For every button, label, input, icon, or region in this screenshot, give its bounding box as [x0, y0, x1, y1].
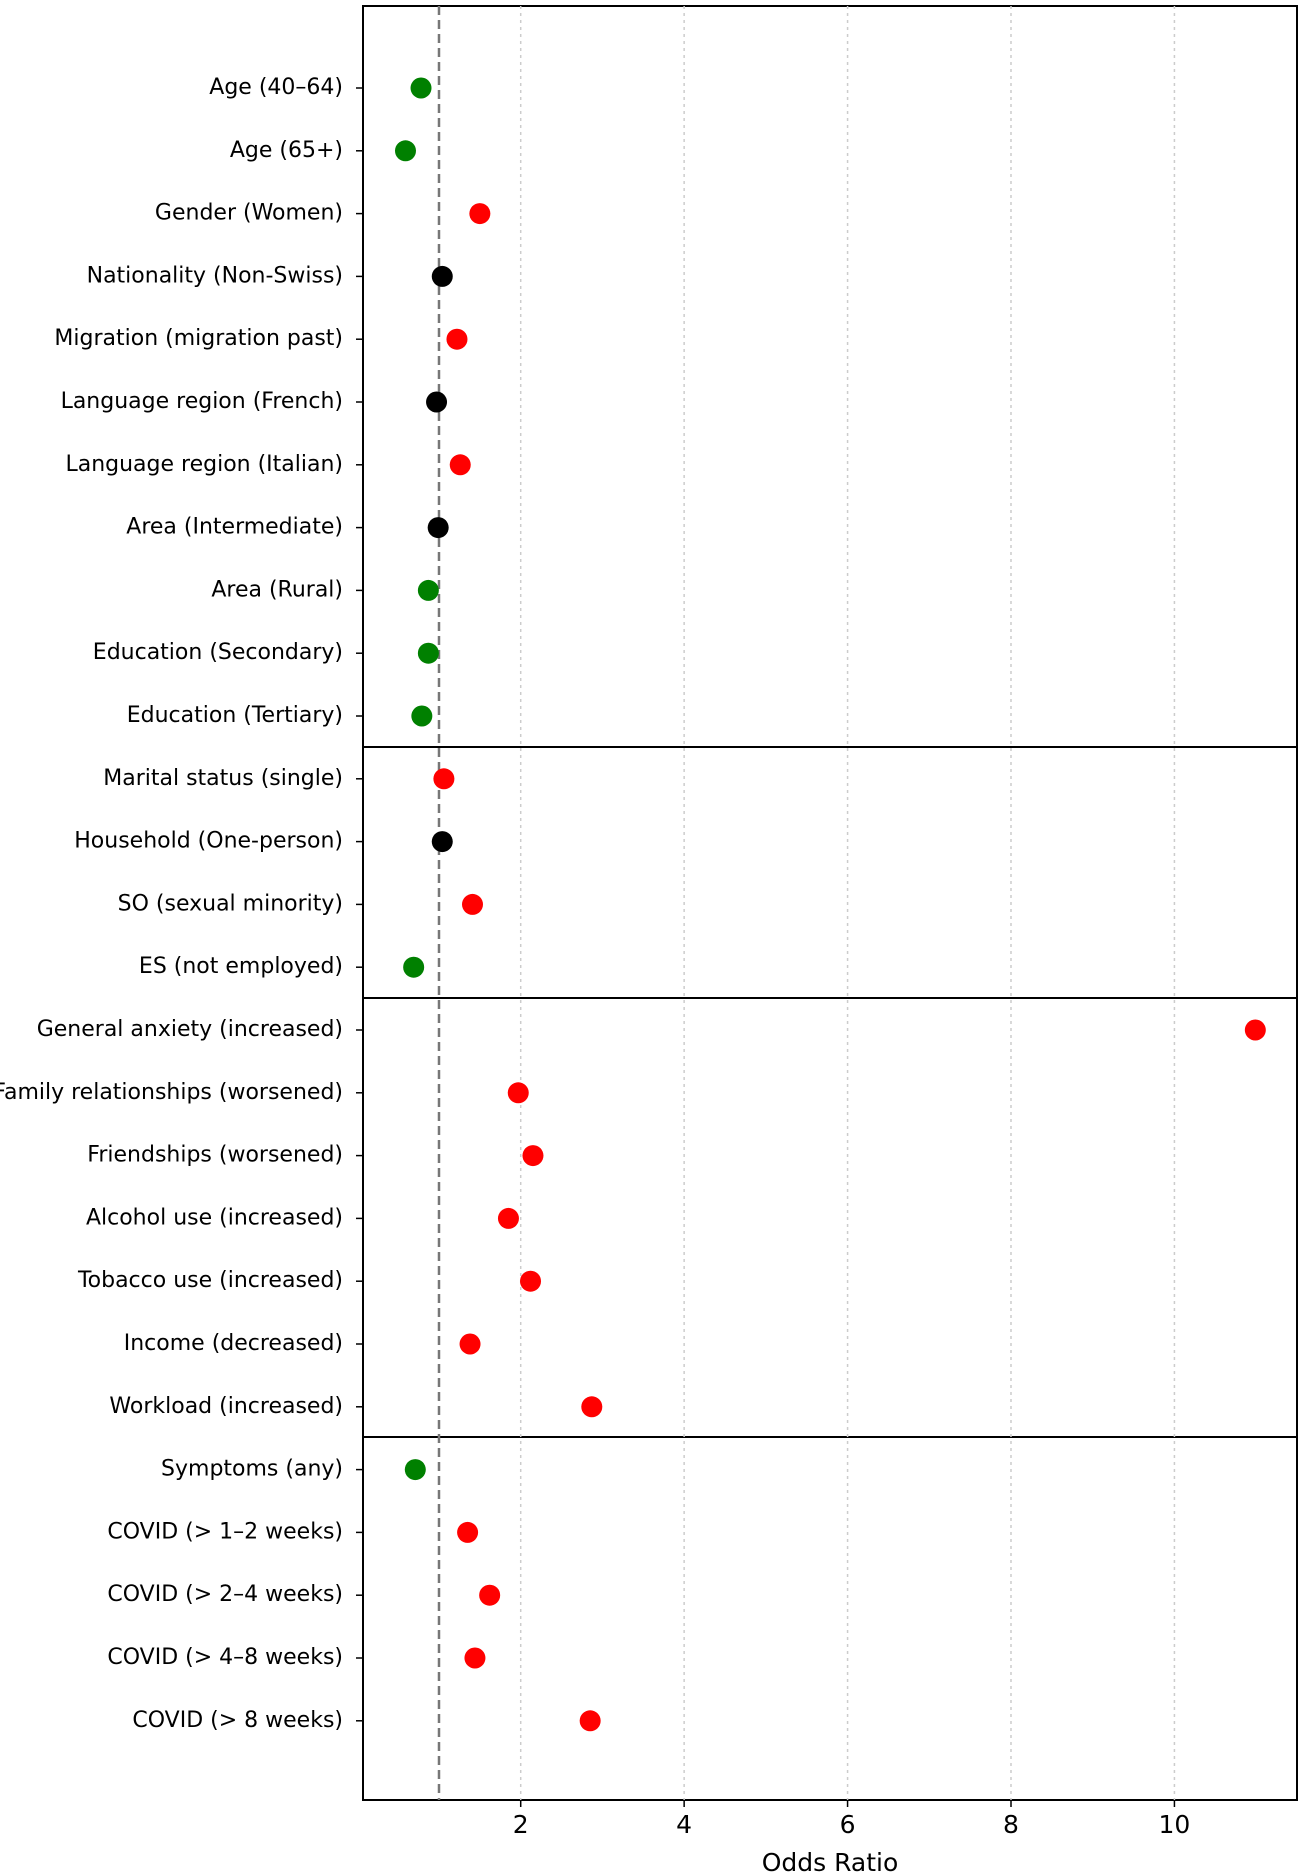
point: [403, 956, 425, 978]
point: [579, 1710, 601, 1732]
point: [431, 265, 453, 287]
point: [394, 140, 416, 162]
point: [446, 328, 468, 350]
point: [431, 831, 453, 853]
y-tick-label: COVID (> 1–2 weeks): [107, 1519, 343, 1544]
y-tick-label: Language region (French): [61, 389, 343, 414]
point: [464, 1647, 486, 1669]
y-tick-label: Gender (Women): [155, 201, 343, 226]
point: [417, 579, 439, 601]
y-tick-label: Area (Rural): [211, 577, 343, 602]
x-tick-label: 10: [1159, 1810, 1191, 1839]
point: [581, 1396, 603, 1418]
y-tick-label: Language region (Italian): [65, 452, 343, 477]
y-tick-label: COVID (> 8 weeks): [132, 1708, 343, 1733]
y-tick-label: Symptoms (any): [161, 1457, 343, 1482]
point: [433, 768, 455, 790]
y-tick-label: COVID (> 2–4 weeks): [107, 1582, 343, 1607]
point: [404, 1459, 426, 1481]
point: [426, 391, 448, 413]
x-tick-label: 8: [1003, 1810, 1019, 1839]
x-tick-label: 2: [513, 1810, 529, 1839]
point: [461, 893, 483, 915]
point: [427, 517, 449, 539]
point: [507, 1082, 529, 1104]
point: [417, 642, 439, 664]
y-tick-label: Household (One-person): [74, 829, 343, 854]
x-axis-label: Odds Ratio: [762, 1848, 899, 1876]
point: [449, 454, 471, 476]
y-tick-label: Tobacco use (increased): [77, 1268, 343, 1293]
y-tick-label: Marital status (single): [103, 766, 343, 791]
y-tick-label: Alcohol use (increased): [86, 1205, 343, 1230]
point: [1244, 1019, 1266, 1041]
y-tick-label: ES (not employed): [139, 954, 343, 979]
y-tick-label: SO (sexual minority): [118, 891, 343, 916]
point: [459, 1333, 481, 1355]
y-tick-label: Education (Secondary): [93, 640, 343, 665]
point: [522, 1145, 544, 1167]
y-tick-label: General anxiety (increased): [37, 1017, 343, 1042]
y-tick-label: Friendships (worsened): [87, 1143, 343, 1168]
y-tick-label: Age (65+): [230, 138, 343, 163]
point: [497, 1207, 519, 1229]
point: [479, 1584, 501, 1606]
y-tick-label: COVID (> 4–8 weeks): [107, 1645, 343, 1670]
point: [411, 705, 433, 727]
plot-frame: [362, 5, 1298, 1801]
y-tick-label: Family relationships (worsened): [0, 1080, 343, 1105]
y-tick-label: Area (Intermediate): [126, 515, 343, 540]
point: [520, 1270, 542, 1292]
y-tick-label: Nationality (Non-Swiss): [87, 263, 343, 288]
y-tick-label: Migration (migration past): [54, 326, 343, 351]
x-tick-label: 4: [676, 1810, 692, 1839]
y-tick-label: Workload (increased): [109, 1394, 343, 1419]
point: [410, 77, 432, 99]
point: [457, 1521, 479, 1543]
y-tick-label: Age (40–64): [209, 75, 343, 100]
y-tick-label: Income (decreased): [124, 1331, 343, 1356]
y-tick-label: Education (Tertiary): [127, 703, 343, 728]
x-tick-label: 6: [840, 1810, 856, 1839]
point: [469, 203, 491, 225]
